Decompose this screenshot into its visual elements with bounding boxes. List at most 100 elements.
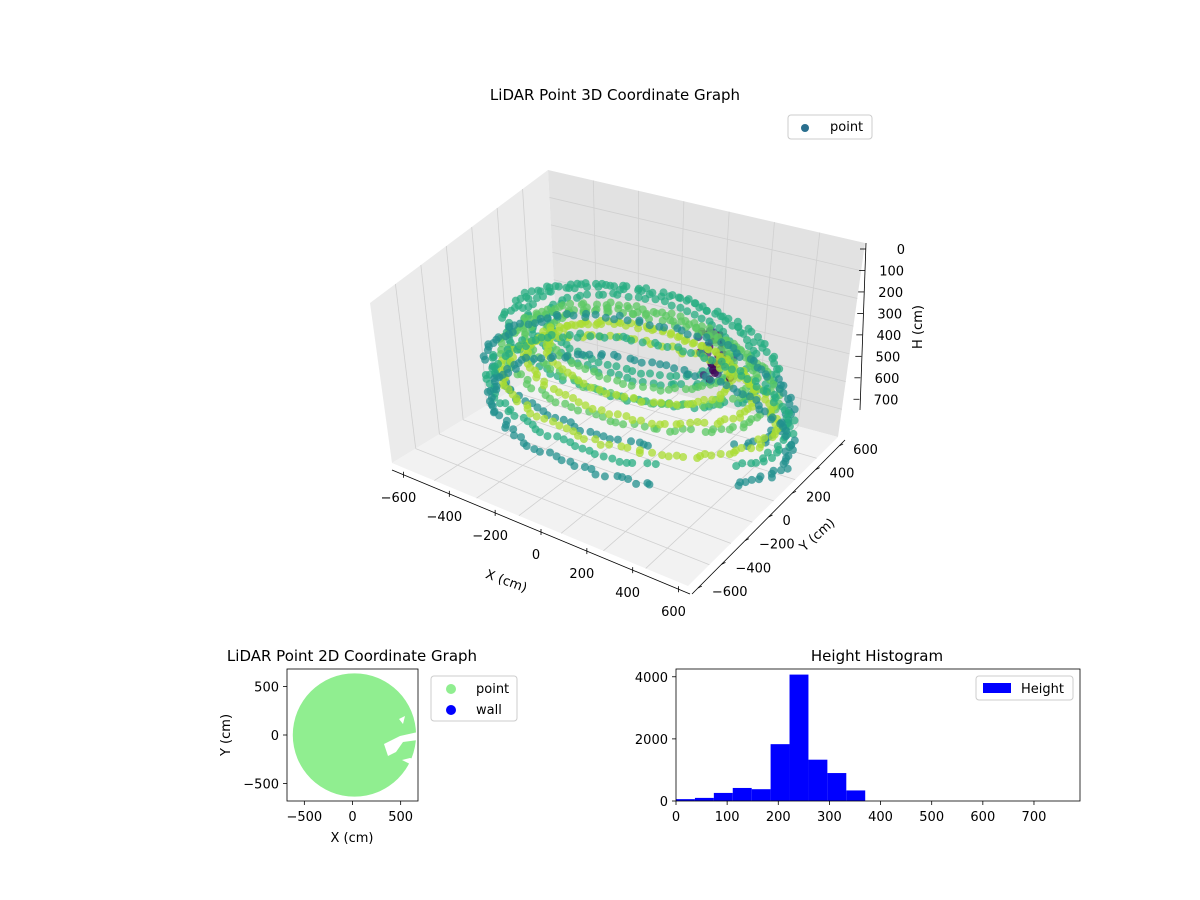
point-3d xyxy=(674,343,683,352)
point-3d xyxy=(629,394,638,402)
point-3d xyxy=(658,451,667,460)
point-3d xyxy=(648,448,657,457)
point-3d xyxy=(637,369,645,378)
point-3d xyxy=(643,441,652,450)
gridline-3d-left xyxy=(445,245,464,420)
point-3d xyxy=(502,416,511,425)
point-3d xyxy=(619,332,628,341)
point-3d xyxy=(546,448,554,457)
x-tick-label-histogram: 100 xyxy=(715,810,740,825)
point-3d xyxy=(523,401,532,410)
point-3d xyxy=(596,440,605,449)
point-3d xyxy=(573,279,582,288)
point-3d xyxy=(627,381,636,390)
point-3d xyxy=(720,415,729,424)
point-3d xyxy=(561,399,570,408)
point-3d xyxy=(664,452,673,461)
x-tick-label-histogram: 700 xyxy=(1022,810,1047,825)
point-3d xyxy=(786,393,795,402)
gridline-3d-left xyxy=(395,283,417,449)
gridline-3d-back xyxy=(550,224,858,299)
point-3d xyxy=(655,371,664,380)
z-tick-label-3d: 600 xyxy=(875,372,900,387)
point-3d xyxy=(590,367,599,376)
point-3d xyxy=(639,382,647,391)
point-3d xyxy=(628,416,637,424)
gridline-3d-back xyxy=(797,232,821,427)
point-3d xyxy=(697,342,706,351)
chart-2d-title: LiDAR Point 2D Coordinate Graph xyxy=(227,647,477,665)
x-tick-label-3d: −400 xyxy=(426,510,462,525)
point-3d xyxy=(702,333,711,342)
point-3d xyxy=(530,354,539,363)
point-3d xyxy=(760,434,769,443)
point-3d xyxy=(591,470,600,479)
point-3d xyxy=(773,442,782,451)
point-3d xyxy=(673,333,682,342)
point-3d xyxy=(736,367,745,375)
point-3d xyxy=(656,398,665,407)
point-3d xyxy=(622,412,631,421)
point-3d xyxy=(566,418,575,427)
point-3d xyxy=(578,444,587,453)
point-3d xyxy=(616,319,625,328)
point-3d xyxy=(643,459,652,468)
point-3d xyxy=(518,336,527,345)
point-3d xyxy=(651,460,660,469)
ticks-3d: −600 −400 −200 0 200 400 600 −600 −400 −200 0 200 40… xyxy=(381,243,905,620)
x-tick-label-histogram: 200 xyxy=(766,810,791,825)
point-3d xyxy=(523,375,532,384)
point-3d xyxy=(737,444,746,452)
x-tick-label-histogram: 400 xyxy=(868,810,893,825)
point-3d xyxy=(562,283,571,292)
x-tick-label-3d: 400 xyxy=(615,586,640,601)
gridline-3d-floor xyxy=(603,415,759,552)
point-3d xyxy=(707,451,716,460)
point-3d xyxy=(585,446,594,455)
x-tick-label-2d: 500 xyxy=(388,810,413,825)
point-3d xyxy=(672,400,681,409)
point-3d xyxy=(677,380,686,389)
point-3d xyxy=(552,311,561,319)
point-3d xyxy=(600,472,609,481)
point-3d xyxy=(671,427,679,436)
point-3d xyxy=(553,432,562,441)
y-tick-label-2d: 500 xyxy=(254,680,279,695)
point-3d xyxy=(510,411,519,420)
point-3d xyxy=(620,392,629,401)
point-3d xyxy=(532,294,541,302)
point-3d xyxy=(753,363,762,372)
point-3d xyxy=(647,419,656,428)
point-3d xyxy=(597,406,606,415)
y-tick-label-histogram: 0 xyxy=(660,795,668,810)
point-3d xyxy=(681,385,690,394)
chart-3d-title: LiDAR Point 3D Coordinate Graph xyxy=(490,86,740,104)
point-3d xyxy=(709,425,718,434)
x-tick-label-3d: −200 xyxy=(472,529,508,544)
point-3d xyxy=(623,443,632,452)
point-3d xyxy=(676,303,685,312)
point-3d xyxy=(751,377,760,386)
point-3d xyxy=(635,446,644,455)
point-3d xyxy=(494,333,503,342)
point-3d xyxy=(686,425,695,434)
point-3d xyxy=(608,454,617,463)
point-3d xyxy=(745,392,754,401)
point-3d xyxy=(611,418,620,427)
point-3d xyxy=(562,424,571,433)
point-3d xyxy=(777,466,785,475)
point-3d xyxy=(693,332,702,341)
point-3d xyxy=(665,399,674,408)
point-3d xyxy=(634,293,643,302)
point-3d xyxy=(623,302,632,310)
chart-histogram: Height Histogram 0 100 200 300 400 500 600 7000… xyxy=(635,647,1081,825)
x-tick-label-histogram: 300 xyxy=(817,810,842,825)
point-3d xyxy=(479,352,488,361)
point-3d xyxy=(519,413,528,422)
point-3d xyxy=(578,320,586,328)
point-3d xyxy=(610,282,619,291)
point-3d xyxy=(624,475,633,483)
point-3d xyxy=(619,420,628,429)
point-3d xyxy=(744,324,753,333)
point-3d xyxy=(754,435,763,444)
